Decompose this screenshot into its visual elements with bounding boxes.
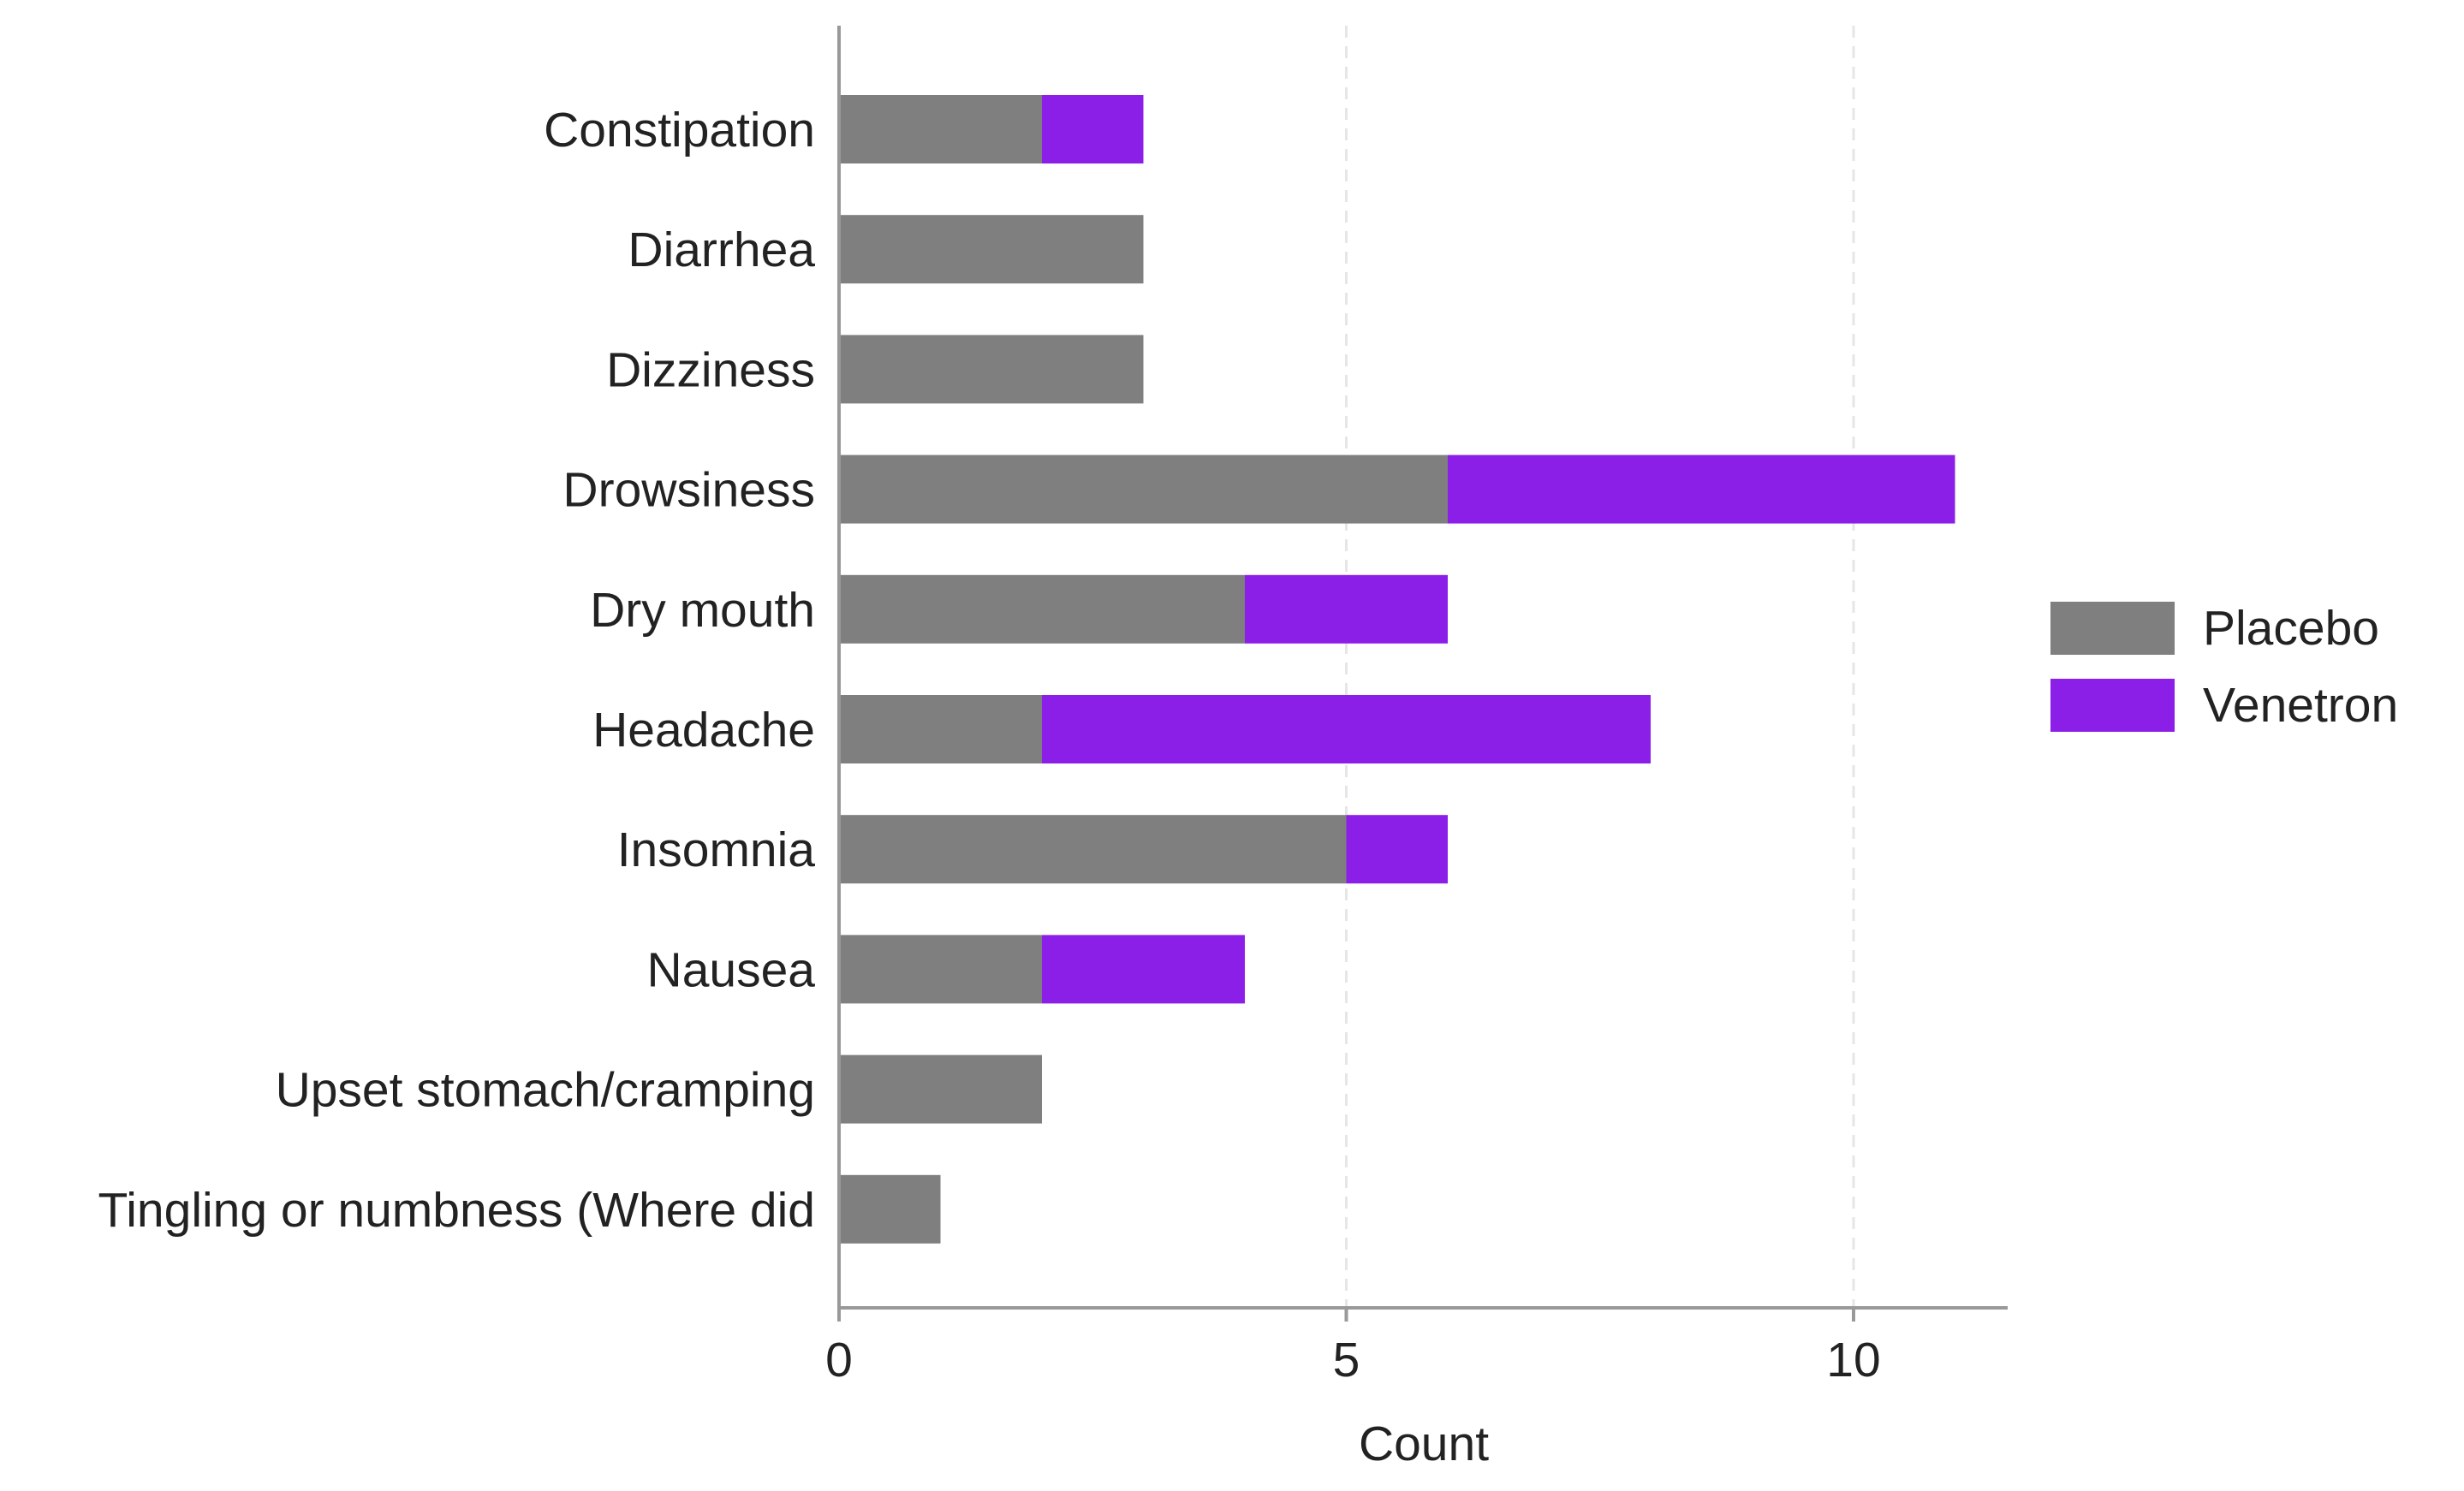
category-label-2: Dizziness: [606, 342, 815, 397]
bar-placebo-9: [839, 1174, 941, 1244]
legend-label-placebo: Placebo: [2203, 601, 2379, 656]
bar-placebo-3: [839, 454, 1448, 524]
bar-placebo-4: [839, 574, 1245, 644]
category-label-0: Constipation: [544, 103, 815, 157]
category-label-6: Insomnia: [617, 823, 816, 877]
category-label-9: Tingling or numbness (Where did: [98, 1183, 815, 1238]
bar-placebo-0: [839, 95, 1042, 163]
category-label-5: Headache: [592, 703, 815, 757]
bar-placebo-5: [839, 695, 1042, 763]
category-label-1: Diarrhea: [628, 223, 815, 277]
bar-venetron-4: [1245, 574, 1448, 644]
category-label-8: Upset stomach/cramping: [276, 1063, 815, 1118]
legend-swatch-venetron: [2050, 679, 2175, 732]
category-label-7: Nausea: [647, 942, 816, 997]
x-ticks: 0 5 10: [825, 1308, 1881, 1387]
x-tick-label-0: 0: [825, 1333, 853, 1387]
bar-placebo-6: [839, 815, 1347, 884]
bar-venetron-5: [1042, 695, 1651, 763]
bar-venetron-6: [1346, 815, 1448, 884]
bar-placebo-7: [839, 935, 1042, 1004]
bars-layer: [839, 95, 1955, 1244]
category-label-4: Dry mouth: [590, 583, 815, 638]
category-label-3: Drowsiness: [562, 463, 815, 518]
legend-label-venetron: Venetron: [2203, 678, 2398, 733]
x-tick-label-5: 5: [1333, 1333, 1360, 1387]
bar-venetron-3: [1448, 454, 1955, 524]
grid-layer: [1345, 26, 1855, 1308]
bar-venetron-7: [1042, 935, 1245, 1004]
category-labels: Constipation Diarrhea Dizziness Drowsiness D…: [98, 103, 816, 1238]
bar-venetron-0: [1042, 95, 1144, 163]
x-axis-title: Count: [1359, 1417, 1489, 1471]
axes-layer: [837, 26, 2008, 1310]
bar-placebo-8: [839, 1054, 1042, 1124]
bar-placebo-2: [839, 335, 1144, 404]
x-tick-label-10: 10: [1826, 1333, 1880, 1387]
legend: Placebo Venetron: [2050, 601, 2398, 733]
legend-swatch-placebo: [2050, 602, 2175, 655]
bar-placebo-1: [839, 215, 1144, 284]
